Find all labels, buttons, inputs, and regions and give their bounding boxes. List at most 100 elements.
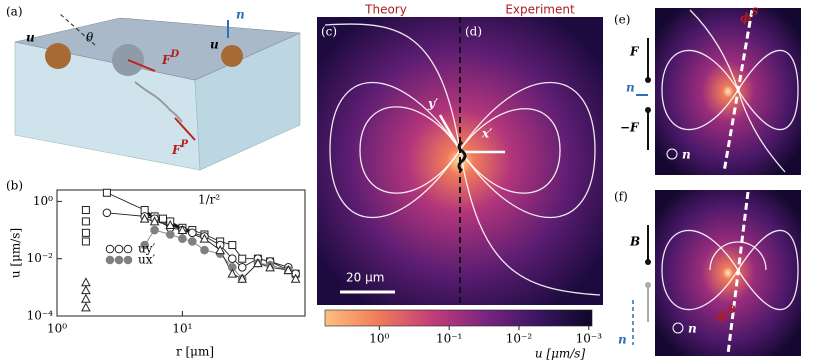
panel-label: (a) [6, 5, 23, 19]
marker [81, 206, 90, 215]
marker [290, 273, 301, 283]
streamline [689, 9, 739, 91]
label: F [161, 53, 172, 67]
out-of-plane [672, 322, 684, 334]
colorbar-tick-label: 10⁻¹ [436, 332, 462, 346]
label: u [210, 38, 219, 52]
marker [105, 244, 115, 254]
axis-arrow [438, 114, 462, 151]
marker [140, 240, 149, 250]
label: n [236, 8, 245, 22]
label: F [171, 143, 182, 157]
colorbar-scale [324, 309, 593, 327]
streamline [661, 229, 739, 311]
legend-label: uy′ [138, 242, 156, 256]
panel-label: (b) [6, 179, 23, 193]
marker [123, 255, 133, 265]
streamline [459, 149, 601, 296]
y-tick-label: 10⁻² [27, 251, 54, 265]
marker [165, 230, 175, 239]
panel-label: (e) [614, 13, 630, 27]
label: FP [171, 139, 189, 157]
panel-b: (b) r [μm] u [μm/s] 1/r² 10⁰ 10¹ 10⁻⁴ 10⁻² 1… [6, 179, 306, 359]
spring [134, 81, 183, 123]
dot [645, 77, 651, 83]
marker [81, 302, 91, 312]
streamline [737, 229, 799, 311]
particle [45, 43, 71, 69]
marker [102, 208, 112, 218]
dashed-line [726, 191, 750, 355]
marker [81, 293, 91, 303]
label: n [688, 322, 697, 336]
marker [102, 188, 111, 197]
particle [112, 44, 144, 76]
label: B [629, 235, 640, 249]
marker [149, 216, 160, 226]
arrow [174, 117, 196, 141]
marker [237, 263, 247, 272]
colorbar-tick-label: 10⁻³ [576, 332, 603, 346]
dot [645, 107, 651, 113]
marker [81, 217, 90, 226]
label: u [26, 31, 35, 45]
marker [81, 277, 91, 287]
x-axis-label: r [μm] [176, 345, 214, 359]
label: ϕ [740, 11, 752, 25]
label: −F [620, 121, 640, 135]
label: F [629, 45, 640, 59]
marker [265, 262, 275, 272]
panel-f: (f) ϕB B n n [614, 190, 801, 356]
marker [227, 254, 237, 264]
marker [200, 245, 209, 255]
colorbar-tick-label: 10⁻² [506, 332, 533, 346]
panel-label: (f) [614, 190, 628, 204]
marker [215, 245, 225, 255]
streamline [459, 82, 596, 218]
label: n [682, 148, 691, 162]
label: ϕB [716, 305, 736, 323]
arrow [127, 59, 156, 72]
streamline [709, 241, 767, 271]
marker [81, 237, 90, 246]
marker [188, 228, 197, 238]
heatmap [655, 190, 801, 356]
panel-label: (d) [465, 25, 482, 39]
out-of-plane [666, 148, 678, 160]
axis-label: y′ [427, 97, 439, 111]
marker [165, 219, 176, 230]
colorbar-tick-label: 10⁰ [369, 332, 389, 346]
streamline [359, 106, 461, 194]
colorbar-label: u [μm/s] [535, 347, 586, 361]
marker [158, 214, 167, 223]
axis-label: x′ [481, 127, 493, 141]
panel-cd: Theory Experiment (c) (d) y′ x′ 20 μm [317, 3, 603, 305]
marker [253, 258, 263, 268]
marker [114, 244, 124, 254]
marker [228, 241, 237, 250]
label: B [726, 305, 735, 316]
marker [114, 255, 124, 265]
particle [221, 45, 243, 67]
marker [81, 285, 91, 295]
label: D [170, 49, 180, 60]
marker [139, 213, 150, 223]
guide-label: 1/r² [198, 193, 220, 207]
streamline [737, 89, 786, 173]
dashed-line [59, 13, 96, 46]
dot [645, 259, 651, 265]
streamline [324, 23, 461, 151]
streamline [661, 49, 739, 131]
x-tick-label: 10¹ [172, 322, 192, 336]
scale-label: 20 μm [346, 271, 384, 285]
label: S [751, 7, 758, 18]
marker [177, 224, 188, 235]
y-axis-label: u [μm/s] [9, 228, 23, 278]
streamline [737, 49, 799, 131]
panel-e: (e) ϕS F −F n n [614, 7, 801, 175]
marker [227, 268, 238, 278]
marker [188, 237, 197, 246]
marker [237, 273, 248, 283]
marker [199, 233, 210, 243]
